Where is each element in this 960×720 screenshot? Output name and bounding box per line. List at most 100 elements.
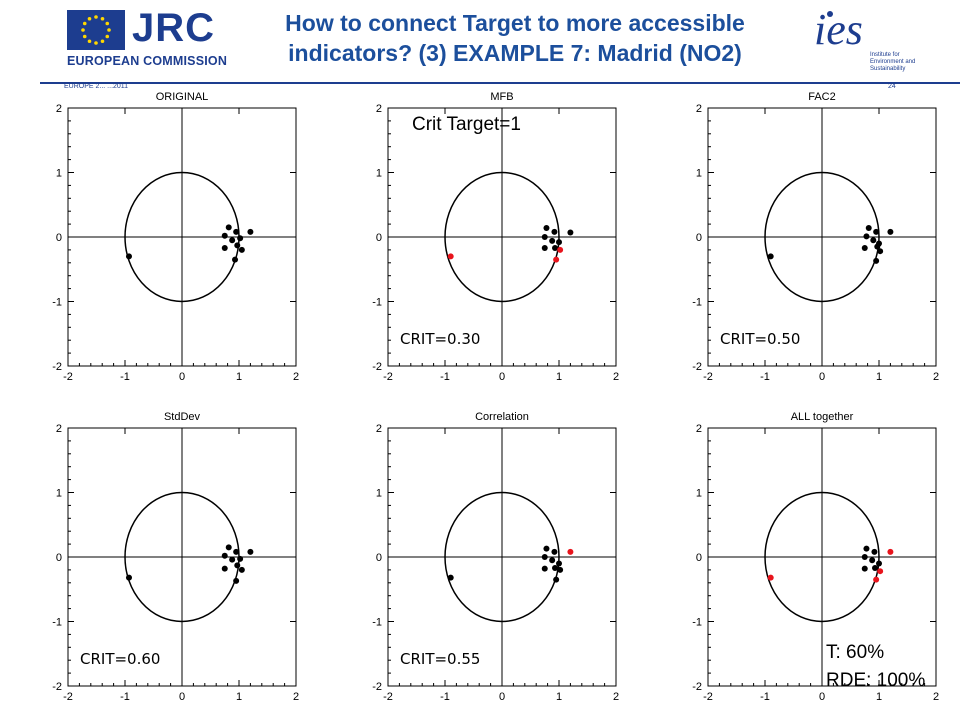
- x-tick-label: 1: [876, 371, 882, 383]
- x-tick-label: -1: [440, 371, 450, 383]
- x-tick-label: -2: [383, 371, 393, 383]
- eu-star: [82, 21, 87, 26]
- data-point-highlighted: [887, 548, 894, 555]
- y-tick-label: -1: [52, 297, 62, 309]
- eu-star: [105, 34, 110, 39]
- data-point: [552, 244, 559, 251]
- y-tick-label: 2: [696, 103, 702, 115]
- data-point: [567, 229, 574, 236]
- y-tick-label: -1: [372, 297, 382, 309]
- target-plot-original: ORIGINAL -2 -1 0 1 2 2 1 0 -1 -2: [52, 91, 299, 383]
- y-tick-label: 2: [376, 423, 382, 435]
- y-tick-label: 1: [376, 488, 382, 500]
- y-tick-label: 1: [696, 168, 702, 180]
- plot-title: ORIGINAL: [156, 91, 209, 103]
- x-tick-label: 1: [236, 371, 242, 383]
- y-tick-label: 1: [696, 488, 702, 500]
- y-tick-label: -2: [52, 681, 62, 693]
- x-tick-label: 0: [179, 691, 185, 703]
- data-point: [234, 562, 241, 569]
- data-point: [873, 257, 880, 264]
- crit-label: CRIT=0.60: [80, 650, 160, 668]
- data-point: [541, 554, 548, 560]
- y-tick-label: 0: [376, 232, 382, 244]
- x-tick-label: 2: [293, 371, 299, 383]
- crit-target-label: Crit Target=1: [412, 114, 521, 135]
- x-tick-label: -1: [120, 691, 130, 703]
- x-tick-label: 2: [613, 371, 619, 383]
- data-point: [125, 574, 132, 581]
- target-circle: [764, 171, 880, 303]
- data-point: [865, 224, 872, 231]
- slide-title: How to connect Target to more accessible…: [230, 8, 800, 68]
- plot-title: MFB: [490, 91, 513, 103]
- x-tick-label: -1: [120, 371, 130, 383]
- data-point: [238, 566, 245, 573]
- data-point: [237, 555, 244, 562]
- data-point: [233, 228, 240, 235]
- target-plot-stddev: StdDev -2 -1 0 1 2 2 1 0 -1 -2 CRIT=0.60: [52, 411, 299, 703]
- crit-label: CRIT=0.30: [400, 330, 480, 348]
- y-tick-label: 2: [56, 423, 62, 435]
- eu-star: [82, 34, 87, 39]
- x-tick-label: 1: [876, 691, 882, 703]
- eu-flag-icon: [67, 10, 125, 50]
- page-number: 24: [888, 83, 896, 90]
- eu-star: [100, 16, 105, 21]
- y-tick-label: 2: [56, 103, 62, 115]
- x-tick-label: 2: [933, 371, 939, 383]
- data-point-highlighted: [557, 246, 564, 253]
- eu-star: [100, 39, 105, 44]
- y-tick-label: -2: [372, 361, 382, 373]
- x-tick-label: 1: [556, 691, 562, 703]
- data-point: [869, 557, 876, 564]
- y-tick-label: -1: [52, 617, 62, 629]
- data-point: [863, 233, 870, 240]
- data-point: [232, 256, 239, 263]
- y-tick-label: 1: [56, 168, 62, 180]
- data-point: [238, 246, 245, 253]
- y-tick-label: 1: [376, 168, 382, 180]
- data-point: [541, 565, 548, 572]
- data-point: [872, 564, 879, 571]
- y-tick-label: -1: [372, 617, 382, 629]
- data-point: [541, 244, 548, 251]
- x-tick-label: 2: [613, 691, 619, 703]
- ies-logo-line-2: Environment and: [870, 59, 915, 65]
- data-point: [876, 560, 882, 567]
- y-tick-label: -1: [692, 297, 702, 309]
- y-tick-label: -2: [52, 361, 62, 373]
- data-point: [873, 228, 880, 235]
- y-tick-label: 0: [56, 232, 62, 244]
- data-point: [549, 557, 556, 564]
- data-point: [229, 556, 236, 563]
- data-point-highlighted: [873, 576, 880, 583]
- crit-label: CRIT=0.50: [720, 330, 800, 348]
- data-point: [237, 235, 244, 242]
- data-point: [447, 574, 454, 581]
- x-tick-label: 1: [556, 371, 562, 383]
- y-tick-label: -2: [692, 361, 702, 373]
- data-point: [221, 232, 228, 239]
- data-point: [543, 545, 550, 552]
- data-point: [549, 237, 556, 244]
- target-plot-mfb: MFB -2 -1 0 1 2 2 1 0 -1 -2 CRIT=0.30: [372, 91, 619, 383]
- y-tick-label: 0: [696, 232, 702, 244]
- y-tick-label: 0: [696, 552, 702, 564]
- eu-star: [87, 39, 92, 44]
- data-point: [225, 224, 232, 231]
- x-tick-label: 2: [933, 691, 939, 703]
- ies-logo-letters: ies: [814, 5, 863, 54]
- eu-star: [107, 28, 111, 32]
- ies-logo-line-3: Sustainability: [870, 66, 905, 72]
- y-tick-label: 0: [56, 552, 62, 564]
- data-point: [552, 564, 559, 571]
- org-name: JRC: [132, 6, 216, 50]
- data-point: [887, 228, 894, 235]
- data-point: [229, 237, 236, 244]
- data-point: [767, 253, 774, 260]
- x-tick-label: 2: [293, 691, 299, 703]
- data-point-highlighted: [447, 253, 454, 260]
- ies-logo-line-1: Institute for: [870, 52, 900, 58]
- x-tick-label: -2: [63, 371, 73, 383]
